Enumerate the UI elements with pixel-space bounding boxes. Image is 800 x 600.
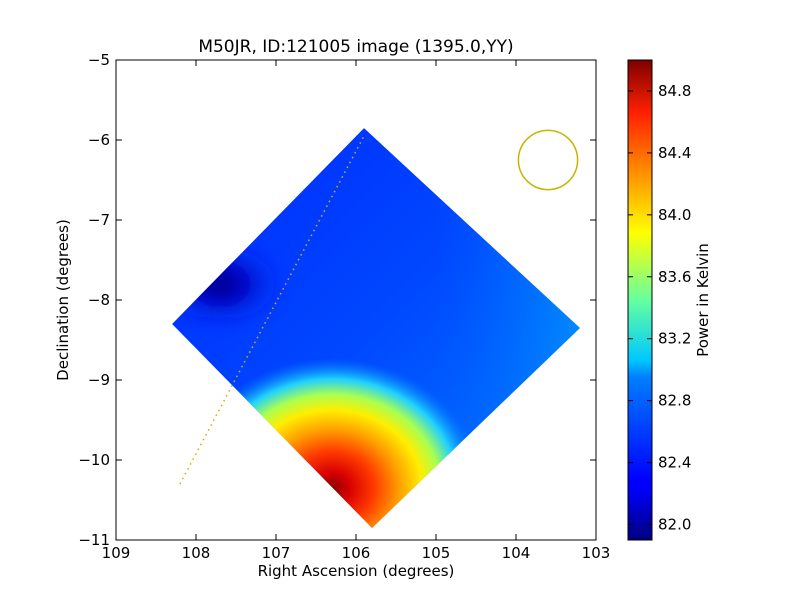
colorbar-ticks: 82.0 82.4 82.8 83.2 83.6 84.0 84.4 84.8 xyxy=(628,82,691,534)
y-axis-label: Declination (degrees) xyxy=(54,219,72,381)
x-tick-label: 104 xyxy=(502,544,531,562)
colorbar-tick-label: 82.4 xyxy=(658,454,691,472)
y-tick-label: −10 xyxy=(78,451,110,469)
chart-title: M50JR, ID:121005 image (1395.0,YY) xyxy=(198,37,513,57)
colorbar-tick-label: 84.0 xyxy=(658,206,691,224)
x-tick-label: 105 xyxy=(422,544,451,562)
x-axis-label: Right Ascension (degrees) xyxy=(258,562,455,580)
colorbar-tick-label: 83.6 xyxy=(658,268,691,286)
x-tick-label: 109 xyxy=(102,544,131,562)
y-tick-label: −6 xyxy=(88,131,110,149)
y-tick-label: −9 xyxy=(88,371,110,389)
y-tick-label: −8 xyxy=(88,291,110,309)
y-tick-label: −11 xyxy=(78,531,110,549)
y-tick-label: −7 xyxy=(88,211,110,229)
colorbar-tick-label: 84.4 xyxy=(658,144,691,162)
colorbar-tick-label: 83.2 xyxy=(658,330,691,348)
colorbar-tick-label: 82.0 xyxy=(658,516,691,534)
x-tick-label: 108 xyxy=(182,544,211,562)
beam-circle xyxy=(517,129,579,191)
x-tick-label: 106 xyxy=(342,544,371,562)
x-axis: 109 108 107 106 105 104 103 xyxy=(102,60,611,562)
x-tick-label: 103 xyxy=(582,544,611,562)
colorbar-tick-label: 82.8 xyxy=(658,392,691,410)
colorbar-tick-label: 84.8 xyxy=(658,82,691,100)
y-axis: −5 −6 −7 −8 −9 −10 −11 xyxy=(78,51,596,549)
x-tick-label: 107 xyxy=(262,544,291,562)
colorbar xyxy=(627,59,653,541)
y-tick-label: −5 xyxy=(88,51,110,69)
colorbar-label: Power in Kelvin xyxy=(694,243,712,357)
